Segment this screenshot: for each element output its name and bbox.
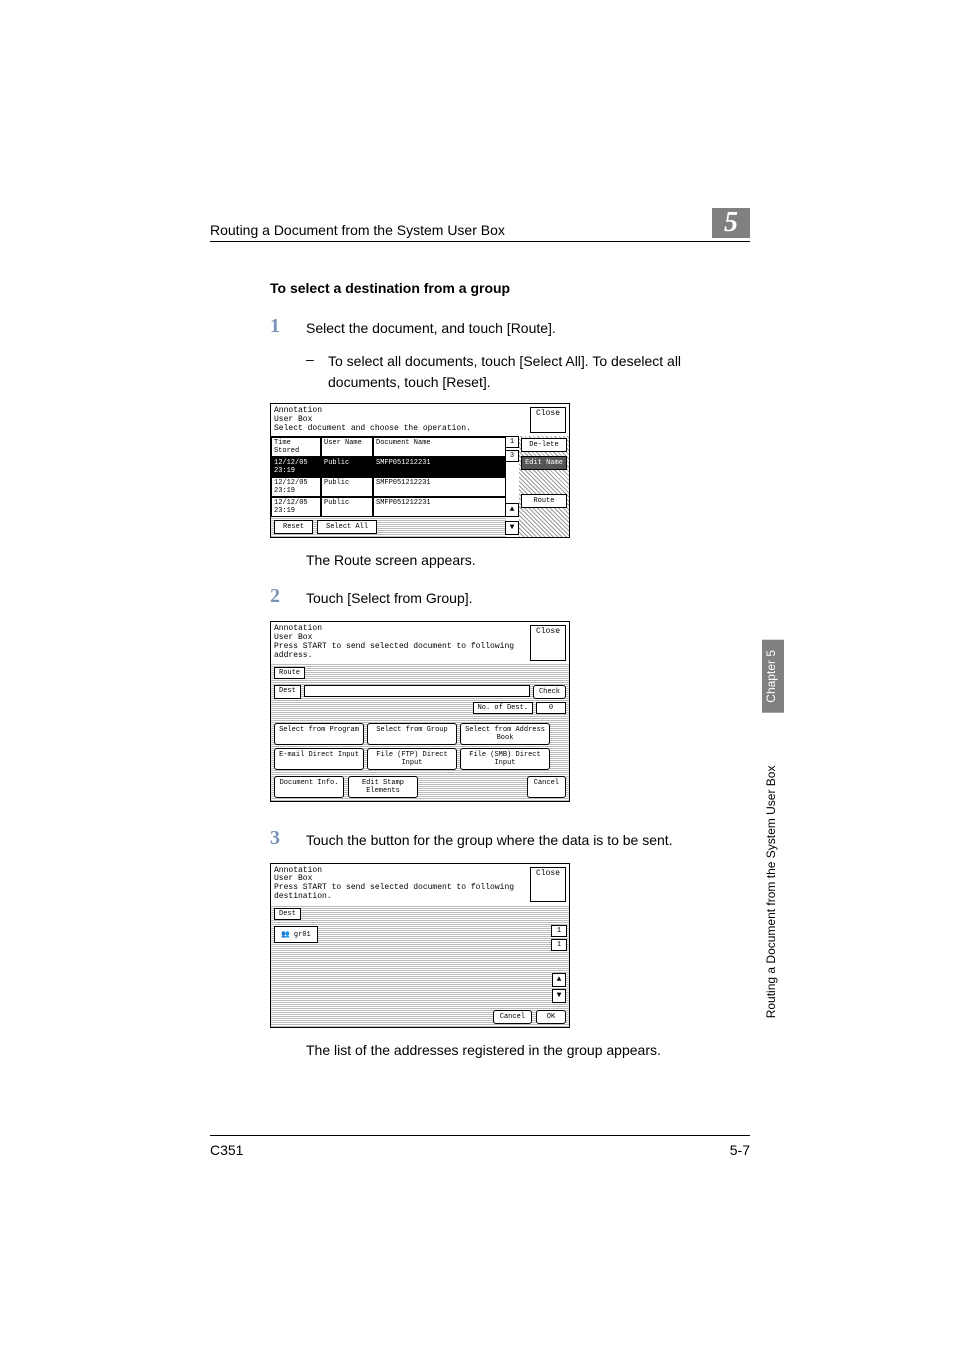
step-text: Touch [Select from Group].: [306, 586, 750, 609]
footer-left: C351: [210, 1142, 243, 1158]
step-3-result: The list of the addresses registered in …: [306, 1042, 750, 1058]
ok-button[interactable]: OK: [536, 1010, 566, 1024]
dest-label: Dest: [274, 908, 301, 920]
step-1-sub: – To select all documents, touch [Select…: [306, 351, 750, 393]
edit-name-button[interactable]: Edit Name: [521, 456, 567, 470]
step-number: 1: [270, 316, 306, 339]
dest-label: Dest: [274, 685, 301, 699]
file-ftp-direct-input-button[interactable]: File (FTP) Direct Input: [367, 748, 457, 770]
col-document: Document Name: [373, 437, 506, 457]
sub-text: To select all documents, touch [Select A…: [328, 351, 750, 393]
screen3-title: Annotation User Box Press START to send …: [274, 867, 530, 902]
step-text: Select the document, and touch [Route].: [306, 316, 750, 339]
table-row[interactable]: 12/12/05 23:19 Public SMFP051212231: [271, 497, 506, 517]
screenshot-1: Annotation User Box Select document and …: [270, 403, 750, 538]
route-button[interactable]: Route: [521, 494, 567, 508]
step-number: 2: [270, 586, 306, 609]
col-time[interactable]: Time Stored: [271, 437, 321, 457]
footer-right: 5-7: [730, 1142, 750, 1158]
screen2-title: Annotation User Box Press START to send …: [274, 625, 530, 660]
check-button[interactable]: Check: [533, 685, 566, 699]
scroll-down-icon[interactable]: ▼: [505, 521, 519, 535]
scroll-up-icon[interactable]: ▲: [552, 973, 566, 987]
screenshot-3: Annotation User Box Press START to send …: [270, 863, 750, 1028]
reset-button[interactable]: Reset: [274, 520, 313, 534]
section-heading: To select a destination from a group: [270, 280, 750, 296]
chapter-badge: 5: [712, 208, 750, 238]
route-label: Route: [274, 667, 305, 679]
close-button[interactable]: Close: [530, 867, 566, 902]
step-1: 1 Select the document, and touch [Route]…: [270, 316, 750, 339]
step-text: Touch the button for the group where the…: [306, 828, 750, 851]
select-all-button[interactable]: Select All: [317, 520, 377, 534]
no-of-dest-value: 0: [536, 702, 566, 714]
table-row[interactable]: 12/12/05 23:19 Public SMFP051212231: [271, 457, 506, 477]
select-from-address-book-button[interactable]: Select from Address Book: [460, 723, 550, 745]
index-bottom: 1: [551, 939, 567, 951]
close-button[interactable]: Close: [530, 625, 566, 660]
step-number: 3: [270, 828, 306, 851]
side-tab-title: Routing a Document from the System User …: [762, 713, 784, 1070]
email-direct-input-button[interactable]: E-mail Direct Input: [274, 748, 364, 770]
file-smb-direct-input-button[interactable]: File (SMB) Direct Input: [460, 748, 550, 770]
scroll-down-icon[interactable]: ▼: [552, 989, 566, 1003]
step-3: 3 Touch the button for the group where t…: [270, 828, 750, 851]
cancel-button[interactable]: Cancel: [527, 776, 566, 798]
table-header: Time Stored User Name Document Name: [271, 436, 506, 457]
delete-button[interactable]: De-lete: [521, 438, 567, 452]
document-info-button[interactable]: Document Info.: [274, 776, 344, 798]
side-tab: Chapter 5 Routing a Document from the Sy…: [762, 640, 784, 1070]
edit-stamp-elements-button[interactable]: Edit Stamp Elements: [348, 776, 418, 798]
step-1-result: The Route screen appears.: [306, 552, 750, 568]
scroll-up-icon[interactable]: ▲: [505, 503, 519, 517]
header-title: Routing a Document from the System User …: [210, 222, 702, 238]
bullet-dash: –: [306, 351, 328, 393]
close-button[interactable]: Close: [530, 407, 566, 433]
select-from-program-button[interactable]: Select from Program: [274, 723, 364, 745]
step-2: 2 Touch [Select from Group].: [270, 586, 750, 609]
side-tab-chapter: Chapter 5: [762, 640, 784, 713]
group-chip[interactable]: 👥 gr01: [274, 926, 318, 943]
cancel-button[interactable]: Cancel: [493, 1010, 532, 1024]
scroll-count-top: 1: [505, 436, 519, 448]
col-user: User Name: [321, 437, 373, 457]
page-header: Routing a Document from the System User …: [210, 208, 750, 242]
page-footer: C351 5-7: [210, 1135, 750, 1158]
no-of-dest-label: No. of Dest.: [473, 702, 533, 714]
group-icon: 👥: [281, 931, 290, 939]
screen1-title: Annotation User Box Select document and …: [274, 407, 530, 433]
table-row[interactable]: 12/12/05 23:19 Public SMFP051212231: [271, 477, 506, 497]
select-from-group-button[interactable]: Select from Group: [367, 723, 457, 745]
index-top: 1: [551, 925, 567, 937]
screenshot-2: Annotation User Box Press START to send …: [270, 621, 750, 801]
scroll-count-bottom: 3: [505, 450, 519, 462]
dest-field: [304, 685, 530, 697]
